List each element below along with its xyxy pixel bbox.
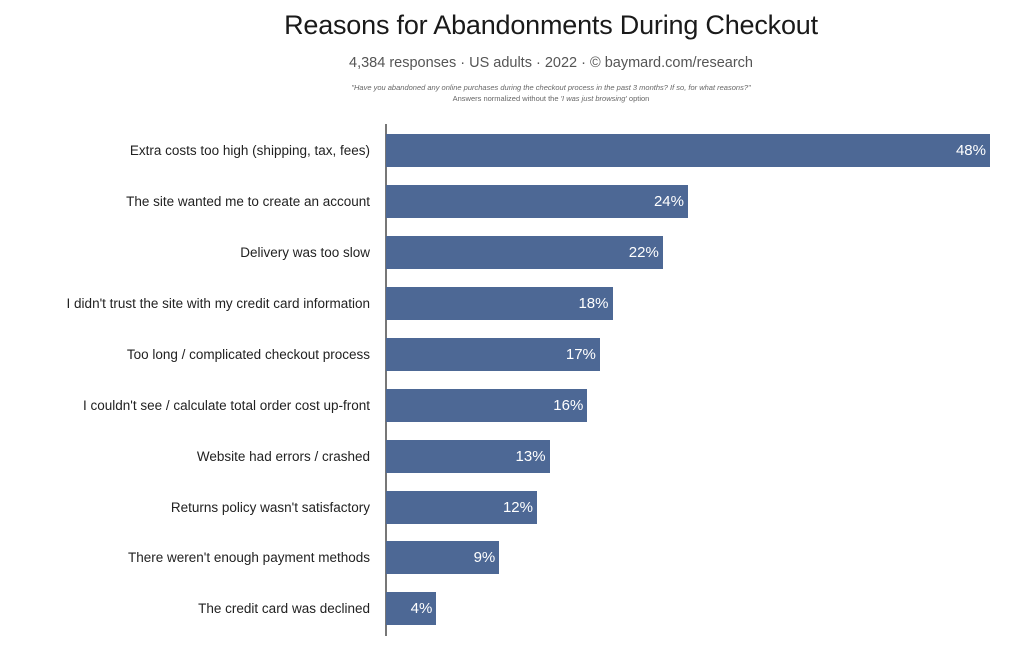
y-axis-line — [385, 124, 387, 636]
bar: 12% — [386, 491, 537, 524]
bar-value: 17% — [565, 346, 596, 363]
bar-value: 12% — [502, 499, 533, 516]
note-prefix: Answers normalized without the — [452, 94, 561, 103]
bar-row: The credit card was declined 4% — [0, 592, 1024, 625]
bar-value: 18% — [578, 295, 609, 312]
bar-value: 9% — [473, 549, 496, 566]
bar-label: Extra costs too high (shipping, tax, fee… — [129, 143, 370, 158]
bar-value: 4% — [410, 600, 433, 617]
bar-label: Delivery was too slow — [240, 245, 370, 260]
note-emphasis: 'I was just browsing' — [560, 94, 627, 103]
bar-label: Too long / complicated checkout process — [126, 347, 370, 362]
note-suffix: option — [626, 94, 650, 103]
bar-row: Returns policy wasn't satisfactory 12% — [0, 491, 1024, 524]
chart-title: Reasons for Abandonments During Checkout — [284, 10, 818, 40]
bar-row: Extra costs too high (shipping, tax, fee… — [0, 134, 1024, 167]
bar: 4% — [386, 592, 437, 625]
chart-subtitle: 4,384 responses · US adults · 2022 · © b… — [349, 55, 753, 71]
bar-row: The site wanted me to create an account … — [0, 185, 1024, 218]
bar-value: 24% — [653, 193, 684, 210]
bar-row: There weren't enough payment methods 9% — [0, 541, 1024, 574]
bar-label: Returns policy wasn't satisfactory — [170, 500, 370, 515]
bar: 18% — [386, 287, 613, 320]
bar-label: Website had errors / crashed — [196, 449, 370, 464]
bar: 13% — [386, 440, 550, 473]
bar-label: I didn't trust the site with my credit c… — [66, 296, 370, 311]
bar-value: 13% — [515, 448, 546, 465]
bar-row: I couldn't see / calculate total order c… — [0, 389, 1024, 422]
bar-row: I didn't trust the site with my credit c… — [0, 287, 1024, 320]
bar-row: Too long / complicated checkout process … — [0, 338, 1024, 371]
bar: 22% — [386, 236, 663, 269]
bar: 9% — [386, 541, 500, 574]
bar-label: There weren't enough payment methods — [128, 550, 370, 565]
bar: 17% — [386, 338, 600, 371]
normalization-note: Answers normalized without the 'I was ju… — [0, 94, 1024, 103]
bar-label: The site wanted me to create an account — [126, 194, 370, 209]
bar: 24% — [386, 185, 688, 218]
bar-row: Website had errors / crashed 13% — [0, 440, 1024, 473]
bar-value: 16% — [553, 397, 584, 414]
bar: 48% — [386, 134, 990, 167]
bar-value: 48% — [955, 142, 986, 159]
bar-value: 22% — [628, 244, 659, 261]
bar-row: Delivery was too slow 22% — [0, 236, 1024, 269]
bar: 16% — [386, 389, 588, 422]
survey-question: "Have you abandoned any online purchases… — [351, 83, 751, 92]
bar-label: I couldn't see / calculate total order c… — [83, 398, 370, 413]
bar-label: The credit card was declined — [198, 601, 370, 616]
